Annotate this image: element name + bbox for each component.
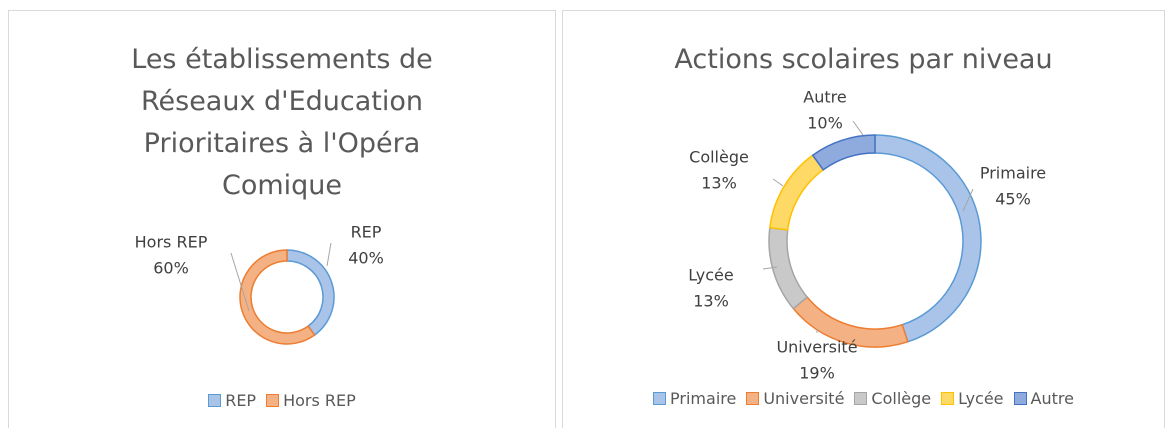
leader-line	[230, 252, 250, 312]
data-label: 13%	[701, 174, 737, 193]
data-label-category: Hors REP	[135, 233, 208, 252]
legend-label: Autre	[1030, 389, 1074, 408]
data-label-category: Lycée	[688, 266, 733, 285]
donut-segment	[286, 249, 335, 337]
chart: REP 40% Hors REP 60%	[135, 223, 384, 345]
legend-swatch	[854, 392, 868, 405]
legend-item: Lycée	[941, 389, 1004, 408]
data-label-category: Autre	[803, 88, 846, 107]
data-label: 60%	[153, 259, 189, 278]
donut-segment	[874, 134, 982, 343]
legend-item: Collège	[854, 389, 931, 408]
legend-label: Primaire	[670, 389, 737, 408]
legend-item: REP	[208, 391, 256, 410]
legend-item: Hors REP	[266, 391, 356, 410]
data-label: 45%	[995, 190, 1031, 209]
data-label: 19%	[799, 364, 835, 383]
leader-line	[852, 120, 864, 136]
legend-swatch	[208, 394, 222, 407]
legend-item: Primaire	[653, 389, 736, 408]
data-label-category: Primaire	[980, 164, 1046, 183]
leader-line	[762, 266, 778, 270]
leader-line	[326, 242, 332, 267]
chart-title: Les établissements de Réseaux d'Educatio…	[131, 44, 433, 201]
leader-line	[772, 178, 784, 187]
legend-label: Hors REP	[283, 391, 356, 410]
data-label: 10%	[807, 114, 843, 133]
data-label: 40%	[348, 249, 384, 268]
chart: Primaire 45% Université 19% Collège 13% Lycée 1…	[688, 88, 1046, 383]
legend-label: Collège	[871, 389, 932, 408]
data-label-category: Collège	[689, 148, 749, 167]
data-label: 13%	[693, 292, 729, 311]
legend-label: Lycée	[958, 389, 1004, 408]
legend-swatch	[941, 392, 955, 405]
legend: REP Hors REP	[9, 391, 555, 410]
chart-panel: Actions scolaires par niveau Primaire 45%…	[562, 10, 1165, 428]
data-label-category: Université	[776, 338, 857, 357]
legend-label: Université	[763, 389, 845, 408]
donut-segment	[239, 249, 316, 345]
legend-label: REP	[225, 391, 257, 410]
legend-swatch	[746, 392, 760, 405]
donut-segment	[768, 226, 809, 310]
data-label-category: REP	[351, 223, 382, 242]
chart-title: Actions scolaires par niveau	[674, 44, 1053, 75]
legend-swatch	[1013, 392, 1027, 405]
legend-item: Autre	[1013, 389, 1074, 408]
legend-swatch	[653, 392, 667, 405]
legend-swatch	[266, 394, 280, 407]
donut-segment	[768, 154, 825, 231]
legend-item: Université	[746, 389, 844, 408]
legend: Primaire Université Collège Lycée Autre	[563, 389, 1164, 408]
chart-panel: Les établissements de Réseaux d'Educatio…	[8, 10, 556, 428]
leader-line	[962, 188, 974, 212]
donut-segment	[811, 134, 876, 171]
